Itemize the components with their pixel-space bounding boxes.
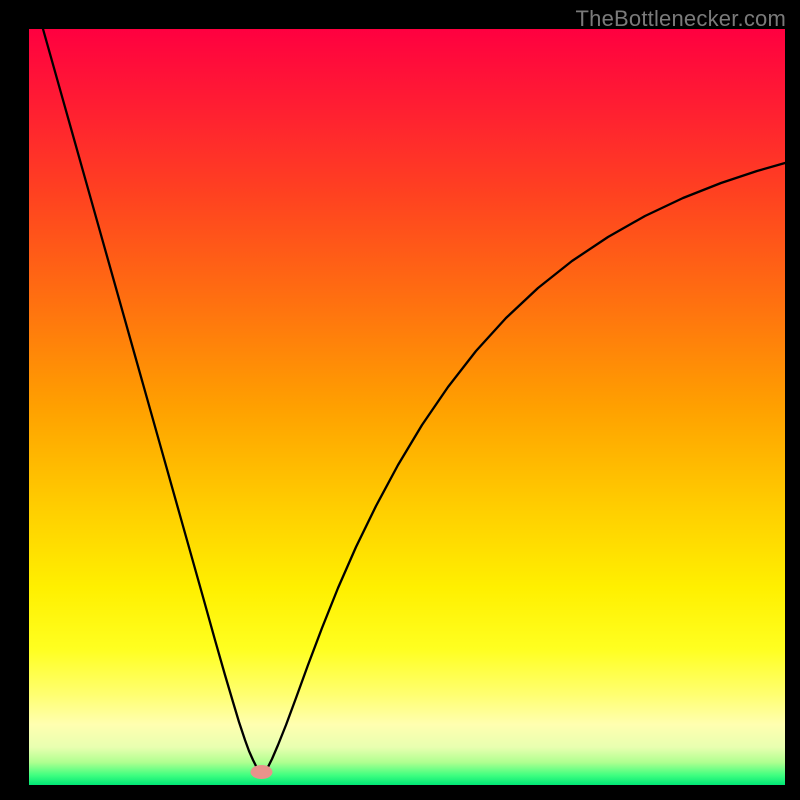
plot-area [29, 29, 785, 785]
watermark-text: TheBottlenecker.com [576, 6, 786, 32]
bottleneck-chart [0, 0, 800, 800]
chart-container: TheBottlenecker.com [0, 0, 800, 800]
optimum-marker [251, 765, 273, 779]
